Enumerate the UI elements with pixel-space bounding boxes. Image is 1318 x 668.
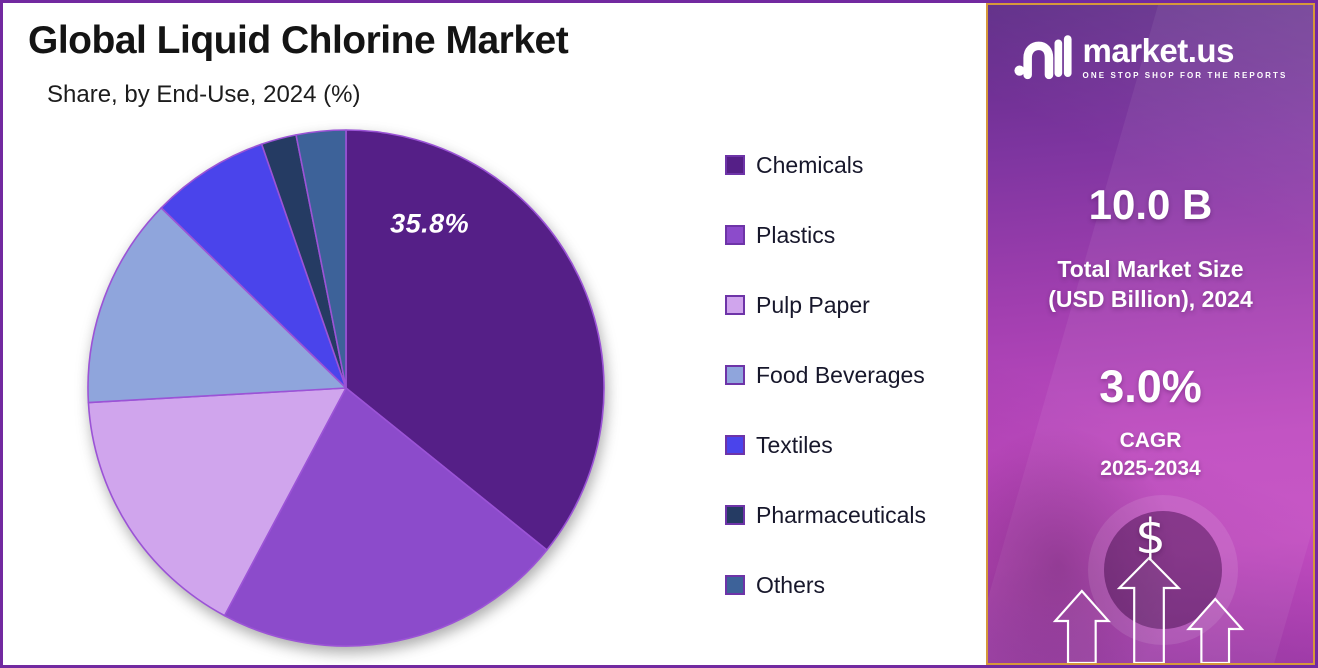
pie-slice-chemicals (345, 129, 605, 551)
brand-logo: market.us ONE STOP SHOP FOR THE REPORTS (988, 33, 1313, 81)
legend-swatch (725, 295, 745, 315)
cagr-label-line1: CAGR (1119, 429, 1182, 452)
market-size-label: Total Market Size (USD Billion), 2024 (988, 255, 1313, 315)
pie-slice-label: 35.8% (390, 208, 470, 239)
market-size-value: 10.0 B (1088, 181, 1213, 228)
legend-label: Textiles (756, 431, 833, 458)
brand-panel: market.us ONE STOP SHOP FOR THE REPORTS … (986, 3, 1315, 665)
pie-slice-pulp-paper (87, 387, 347, 617)
legend-label: Food Beverages (756, 361, 925, 388)
pie-slice-textiles (160, 143, 347, 389)
legend-item-chemicals: Chemicals (725, 151, 926, 179)
pie-slice-plastics (223, 387, 548, 647)
legend-swatch (725, 225, 745, 245)
brand-name: market.us (1082, 32, 1235, 69)
pie-chart: 35.8% (83, 125, 609, 651)
dollar-icon: $ (1135, 509, 1166, 565)
legend-swatch (725, 505, 745, 525)
legend-item-food-beverages: Food Beverages (725, 361, 926, 389)
market-size-label-line1: Total Market Size (1057, 256, 1244, 282)
pie-slice-others (295, 129, 347, 389)
page-title: Global Liquid Chlorine Market (28, 19, 569, 62)
legend-swatch (725, 575, 745, 595)
legend-label: Others (756, 571, 826, 598)
panel-photo-overlay (988, 5, 1313, 663)
legend-item-plastics: Plastics (725, 221, 926, 249)
legend-label: Plastics (756, 221, 836, 248)
growth-arrow-right (1186, 597, 1245, 663)
growth-arrow-left (1052, 589, 1111, 663)
market-size-label-line2: (USD Billion), 2024 (1048, 285, 1253, 312)
legend-item-pulp-paper: Pulp Paper (725, 291, 926, 319)
legend-swatch (725, 365, 745, 385)
legend-item-pharmaceuticals: Pharmaceuticals (725, 501, 926, 529)
legend-swatch (725, 435, 745, 455)
cagr-label: CAGR 2025-2034 (988, 427, 1313, 484)
cagr-value: 3.0% (1099, 361, 1202, 412)
legend-label: Pharmaceuticals (756, 501, 927, 528)
brand-tagline: ONE STOP SHOP FOR THE REPORTS (1082, 71, 1288, 80)
marketus-logo-icon (1013, 35, 1072, 80)
pie-chart-svg (87, 129, 605, 647)
growth-arrow-center (1116, 556, 1182, 663)
legend-swatch (725, 155, 745, 175)
legend-item-others: Others (725, 571, 926, 599)
page-subtitle: Share, by End-Use, 2024 (%) (47, 81, 361, 108)
legend-label: Pulp Paper (756, 291, 870, 318)
cagr-label-line2: 2025-2034 (1100, 457, 1201, 481)
growth-arrows-icon (1052, 556, 1245, 663)
panel-dark-blob (988, 425, 1178, 663)
legend-item-textiles: Textiles (725, 431, 926, 459)
chart-legend: Chemicals Plastics Pulp Paper Food Beverage… (725, 151, 926, 599)
pie-slice-food-beverages (87, 207, 347, 404)
legend-label: Chemicals (756, 151, 864, 178)
